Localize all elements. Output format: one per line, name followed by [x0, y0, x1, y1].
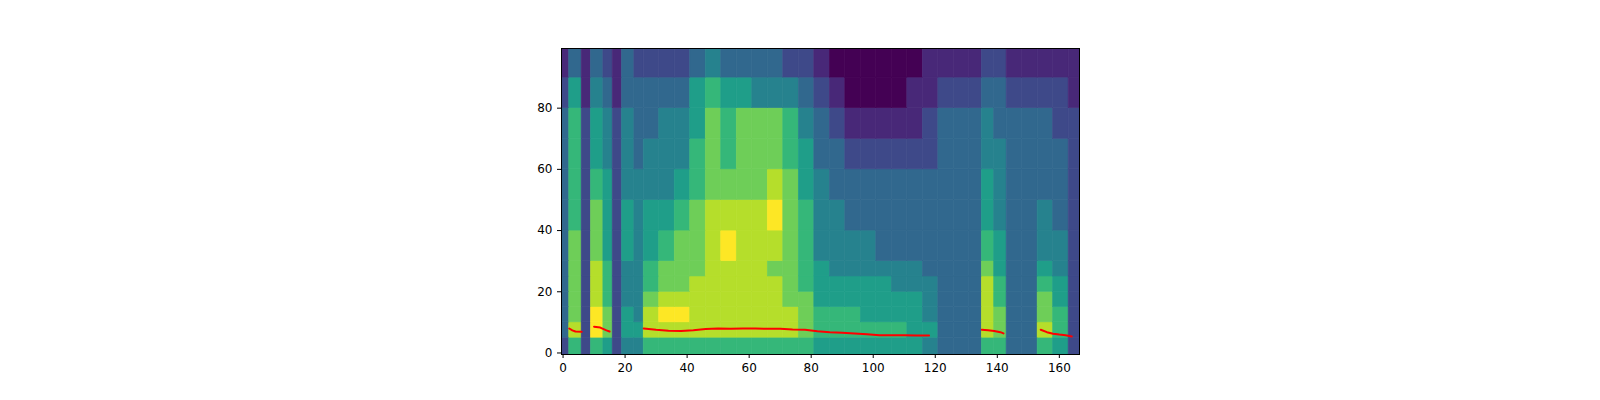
- svg-text:60: 60: [537, 162, 552, 176]
- svg-text:40: 40: [679, 361, 694, 375]
- svg-text:20: 20: [537, 285, 552, 299]
- svg-text:140: 140: [986, 361, 1009, 375]
- svg-text:40: 40: [537, 223, 552, 237]
- svg-text:160: 160: [1048, 361, 1071, 375]
- svg-text:80: 80: [804, 361, 819, 375]
- svg-text:120: 120: [924, 361, 947, 375]
- svg-text:20: 20: [617, 361, 632, 375]
- svg-text:80: 80: [537, 101, 552, 115]
- svg-text:60: 60: [742, 361, 757, 375]
- svg-text:100: 100: [862, 361, 885, 375]
- svg-text:0: 0: [545, 346, 553, 360]
- svg-text:0: 0: [559, 361, 567, 375]
